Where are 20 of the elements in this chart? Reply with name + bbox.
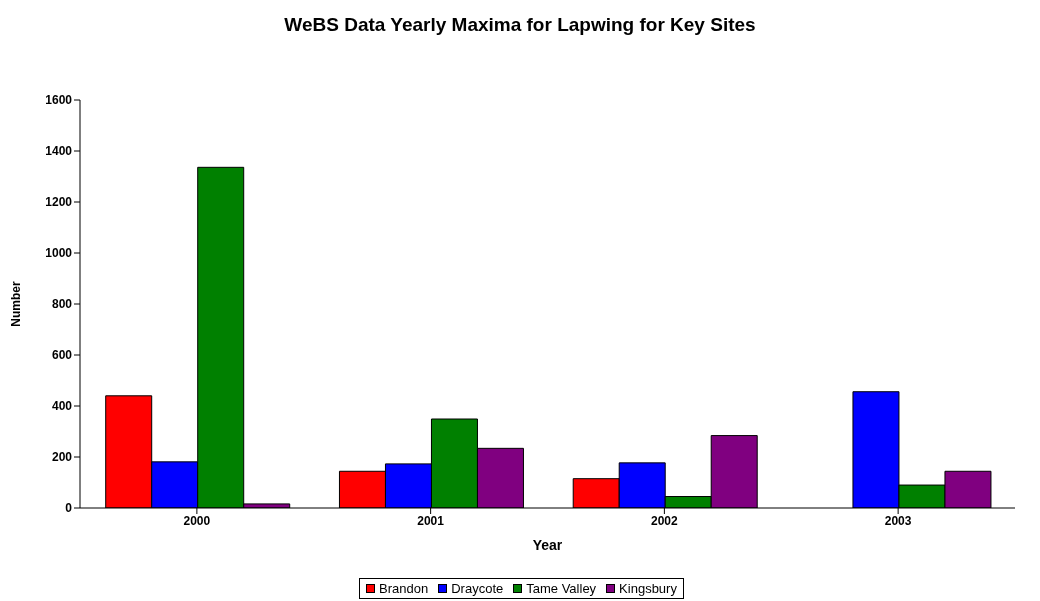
y-tick-label: 1200 [45,195,73,210]
y-tick-label: 400 [51,399,73,414]
y-axis-title: Number [9,281,24,327]
y-tick-label: 0 [65,501,73,516]
y-tick-label: 1600 [45,93,73,108]
x-axis-title: Year [532,537,563,553]
y-tick-label: 600 [51,348,73,363]
y-tick-label: 1400 [45,144,73,159]
x-tick-label: 2002 [651,513,679,528]
legend-label: Tame Valley [525,581,597,596]
legend-label: Kingsbury [618,581,677,596]
x-tick-label: 2000 [183,513,211,528]
y-tick-label: 800 [51,297,73,312]
legend-label: Brandon [378,581,429,596]
x-tick-label: 2003 [884,513,912,528]
x-tick-label: 2001 [417,513,445,528]
legend-label: Draycote [450,581,504,596]
y-tick-label: 200 [51,450,73,465]
chart-title: WeBS Data Yearly Maxima for Lapwing for Key Sites [283,13,757,37]
y-tick-label: 1000 [45,246,73,261]
